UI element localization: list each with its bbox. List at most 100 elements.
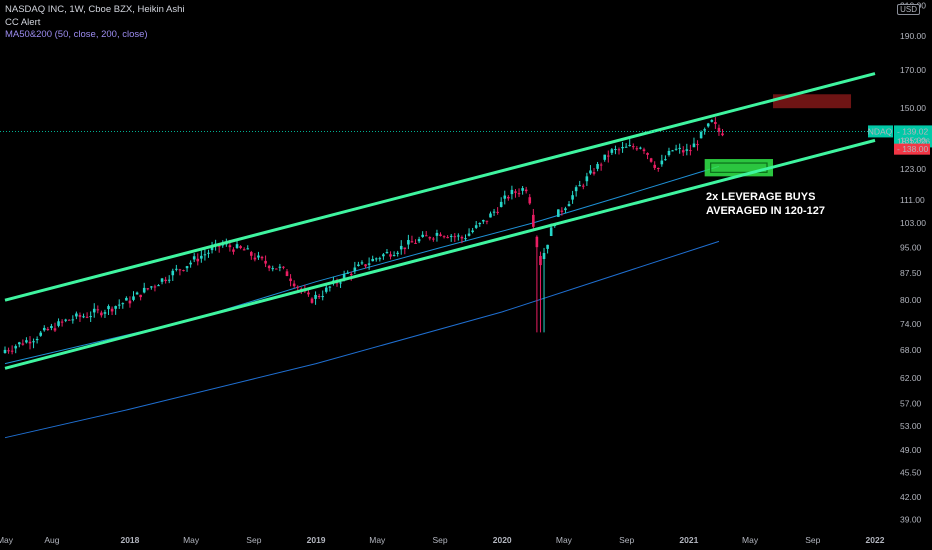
ma200-line <box>4 240 720 439</box>
y-tick-label: 68.00 <box>900 345 922 355</box>
time-axis[interactable]: May Aug 2018 May Sep 2019 May Sep 2020 May Sep 2021… <box>0 535 885 545</box>
price-axis[interactable]: 210.00190.00170.00150.00135.00123.00111.… <box>900 0 926 524</box>
candle-body <box>3 349 7 353</box>
candle-body <box>460 236 464 239</box>
x-tick-label: 2018 <box>120 535 139 545</box>
candle-body <box>674 148 678 150</box>
candle-body <box>139 294 142 298</box>
candle-body <box>21 343 25 345</box>
candle-body <box>606 155 610 157</box>
candle-body <box>592 172 596 174</box>
candle-body <box>310 298 314 303</box>
candle-body <box>175 268 178 270</box>
candle-body <box>635 148 639 150</box>
candle-body <box>435 232 439 236</box>
candle-body <box>371 258 374 262</box>
candle-body <box>696 144 699 146</box>
candle-body <box>192 256 196 260</box>
candle-body <box>681 150 685 153</box>
candle-body <box>349 273 353 276</box>
trend-channel[interactable] <box>4 72 876 370</box>
candle-body <box>599 164 603 166</box>
candle-body <box>167 279 171 281</box>
candle-body <box>203 254 207 256</box>
candle-body <box>196 258 200 262</box>
zones[interactable] <box>704 94 852 177</box>
candle-body <box>250 252 253 256</box>
candle-body <box>142 287 146 293</box>
candle-body <box>439 234 442 236</box>
y-tick-label: 170.00 <box>900 65 926 75</box>
candle-body <box>699 131 703 139</box>
candle-body <box>603 154 607 160</box>
candle-body <box>182 270 185 272</box>
candle-body <box>78 315 82 317</box>
candle-body <box>282 266 285 268</box>
candle-body <box>489 213 492 218</box>
candle-body <box>157 285 160 287</box>
candle-body <box>532 214 535 227</box>
candle-body <box>242 249 246 251</box>
x-tick-label: May <box>0 535 14 545</box>
candle-body <box>328 286 332 288</box>
candle-body <box>689 150 692 152</box>
candle-body <box>678 147 681 149</box>
candle-body <box>432 238 435 240</box>
symbol-title[interactable]: NASDAQ INC, 1W, Cboe BZX, Heikin Ashi <box>5 4 185 15</box>
candle-body <box>178 269 182 271</box>
candle-body <box>656 168 660 170</box>
candle-body <box>92 308 96 313</box>
candle-body <box>71 319 75 321</box>
indicator-ma[interactable]: MA50&200 (50, close, 200, close) <box>5 29 148 40</box>
candle-body <box>89 316 92 318</box>
candle-body <box>703 129 706 131</box>
x-tick-label: 2021 <box>679 535 698 545</box>
y-tick-label: 190.00 <box>900 31 926 41</box>
candle-body <box>503 195 507 199</box>
candle-body <box>260 256 264 259</box>
candle-body <box>706 123 710 127</box>
candle-body <box>471 230 474 233</box>
candle-body <box>285 271 289 277</box>
indicator-cc-alert[interactable]: CC Alert <box>5 16 41 28</box>
candle-body <box>717 127 721 132</box>
candle-body <box>721 133 724 136</box>
candle-body <box>135 292 139 295</box>
candle-body <box>449 235 453 237</box>
candle-body <box>524 189 528 192</box>
y-tick-label: 57.00 <box>900 399 922 409</box>
buy-zone-box <box>704 159 774 177</box>
candle-body <box>128 300 132 304</box>
candle-body <box>610 149 614 153</box>
candle-body <box>307 292 310 295</box>
candle-body <box>539 255 542 266</box>
candle-body <box>628 145 632 147</box>
chart-legend: NASDAQ INC, 1W, Cboe BZX, Heikin Ashi CC… <box>5 4 185 42</box>
candle-body <box>571 195 574 200</box>
y-tick-label: 74.00 <box>900 319 922 329</box>
candle-body <box>403 247 407 250</box>
candle-body <box>507 196 510 199</box>
candle-body <box>239 246 242 249</box>
candle-body <box>653 164 656 168</box>
alert-price-badge <box>894 143 930 155</box>
candle-body <box>624 146 628 148</box>
candle-body <box>478 222 482 225</box>
candle-body <box>617 149 621 151</box>
candle-body <box>499 201 503 207</box>
candle-body <box>264 260 267 264</box>
candle-body <box>228 245 232 248</box>
candle-body <box>114 306 117 309</box>
candle-body <box>496 211 499 213</box>
candle-body <box>10 350 14 352</box>
candle-body <box>492 211 496 213</box>
currency-badge[interactable]: USD <box>897 4 920 15</box>
candle-body <box>296 286 300 288</box>
y-tick-label: 87.50 <box>900 268 922 278</box>
candle-body <box>25 340 28 343</box>
candle-body <box>671 150 674 152</box>
candle-body <box>75 313 78 317</box>
candle-body <box>271 268 275 270</box>
